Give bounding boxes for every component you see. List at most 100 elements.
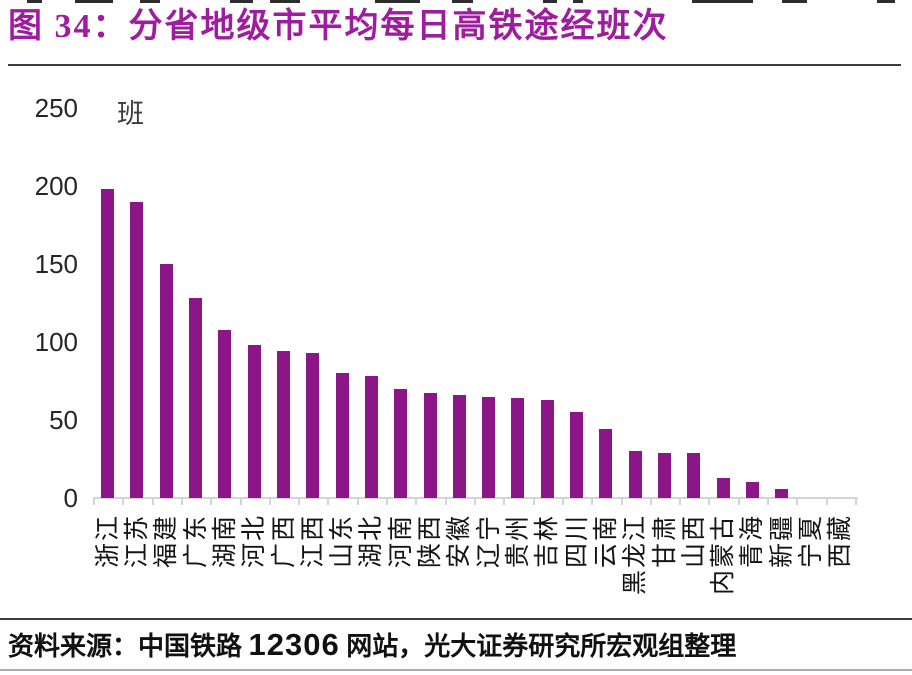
- x-axis-label: 广东: [181, 514, 210, 569]
- x-axis-tick: [708, 498, 711, 505]
- title-divider: [8, 64, 901, 66]
- x-axis-label: 安徽: [445, 514, 474, 569]
- bar: [247, 345, 261, 498]
- source-note: 资料来源：中国铁路 12306 网站，光大证券研究所宏观组整理: [8, 626, 908, 666]
- x-axis-tick: [298, 498, 301, 505]
- bar: [130, 202, 144, 498]
- bar: [482, 397, 496, 498]
- x-axis-label: 甘肃: [650, 514, 679, 569]
- source-suffix: 网站，光大证券研究所宏观组整理: [339, 632, 737, 661]
- x-axis-tick: [679, 498, 682, 505]
- x-axis-tick: [796, 498, 799, 505]
- y-axis-tick-label: 0: [63, 483, 78, 513]
- x-axis-label: 贵州: [503, 514, 532, 569]
- y-axis-tick-label: 50: [49, 405, 78, 435]
- bar: [306, 353, 320, 498]
- x-axis-label: 湖南: [210, 514, 239, 569]
- bar: [394, 389, 408, 498]
- x-axis-tick: [327, 498, 330, 505]
- x-axis-label: 辽宁: [474, 514, 503, 569]
- x-axis-label: 西藏: [826, 514, 855, 569]
- x-axis-label: 吉林: [533, 514, 562, 569]
- bar: [628, 451, 642, 498]
- bar: [101, 189, 115, 498]
- bar: [716, 478, 730, 498]
- x-axis-tick: [356, 498, 359, 505]
- top-crop-artifact-dash: [543, 0, 557, 3]
- x-axis-tick: [93, 498, 95, 505]
- bar: [452, 395, 466, 498]
- x-axis-tick: [444, 498, 447, 505]
- y-axis-unit-label: 班: [117, 99, 144, 129]
- x-axis-tick: [855, 498, 857, 505]
- x-axis-tick: [474, 498, 476, 505]
- bar: [599, 429, 613, 498]
- footer-divider-top: [0, 618, 912, 620]
- top-crop-artifact-dash: [692, 0, 753, 3]
- top-crop-artifact-dash: [270, 0, 300, 3]
- y-axis-tick-label: 250: [34, 93, 78, 123]
- x-axis-tick: [122, 498, 125, 505]
- bar: [218, 330, 232, 498]
- x-axis-tick: [151, 498, 154, 505]
- x-axis-tick: [737, 498, 740, 505]
- source-prefix: 资料来源：中国铁路: [8, 632, 249, 661]
- top-crop-artifact-dash: [452, 0, 473, 3]
- x-axis-tick: [415, 498, 418, 505]
- x-axis-label: 河北: [240, 514, 269, 569]
- top-crop-artifact-dash: [140, 0, 160, 3]
- x-axis-tick: [180, 498, 183, 505]
- bar: [335, 373, 349, 498]
- x-axis-tick: [210, 498, 213, 505]
- source-number: 12306: [248, 627, 340, 662]
- bar: [687, 453, 701, 498]
- bar: [189, 298, 203, 498]
- x-axis-tick: [239, 498, 242, 505]
- x-axis-tick: [825, 498, 828, 505]
- bar: [159, 264, 173, 498]
- x-axis-tick: [767, 498, 770, 505]
- y-axis-tick-label: 200: [34, 171, 78, 201]
- top-crop-artifact-dash: [230, 0, 253, 3]
- x-axis-label: 山东: [328, 514, 357, 569]
- x-axis-label: 内蒙古: [709, 514, 738, 596]
- x-axis-label: 云南: [591, 514, 620, 569]
- bar: [570, 412, 584, 498]
- x-axis-tick: [649, 498, 652, 505]
- x-axis-tick: [503, 498, 506, 505]
- x-axis-label: 江苏: [122, 514, 151, 569]
- x-axis-label: 广西: [269, 514, 298, 569]
- bar: [540, 400, 554, 498]
- x-axis-label: 黑龙江: [621, 514, 650, 596]
- y-axis-tick-label: 150: [34, 249, 78, 279]
- x-axis-label: 浙江: [93, 514, 122, 569]
- y-axis-tick-label: 100: [34, 327, 78, 357]
- bar: [775, 489, 789, 498]
- bar: [364, 376, 378, 498]
- x-axis-tick: [532, 498, 535, 505]
- bar: [745, 482, 759, 498]
- top-crop-artifact-dash: [75, 0, 113, 3]
- footer-divider-bottom: [0, 669, 912, 671]
- bar: [511, 398, 525, 498]
- top-crop-artifact-dash: [877, 0, 895, 3]
- top-crop-artifact-dash: [375, 0, 420, 3]
- top-crop-artifact-dash: [782, 0, 807, 3]
- x-axis-label: 青海: [738, 514, 767, 569]
- bar: [658, 453, 671, 498]
- figure-title: 图 34：分省地级市平均每日高铁途经班次: [8, 8, 669, 45]
- x-axis-label: 河南: [386, 514, 415, 569]
- x-axis-tick: [561, 498, 564, 505]
- x-axis-label: 江西: [298, 514, 327, 569]
- x-axis-tick: [591, 498, 594, 505]
- bar: [277, 351, 290, 498]
- x-axis-tick: [620, 498, 623, 505]
- x-axis-label: 福建: [152, 514, 181, 569]
- top-crop-artifact-dash: [27, 0, 42, 3]
- bar: [423, 393, 437, 498]
- x-axis-tick: [386, 498, 389, 505]
- x-axis-label: 陕西: [416, 514, 445, 569]
- x-axis-label: 湖北: [357, 514, 386, 569]
